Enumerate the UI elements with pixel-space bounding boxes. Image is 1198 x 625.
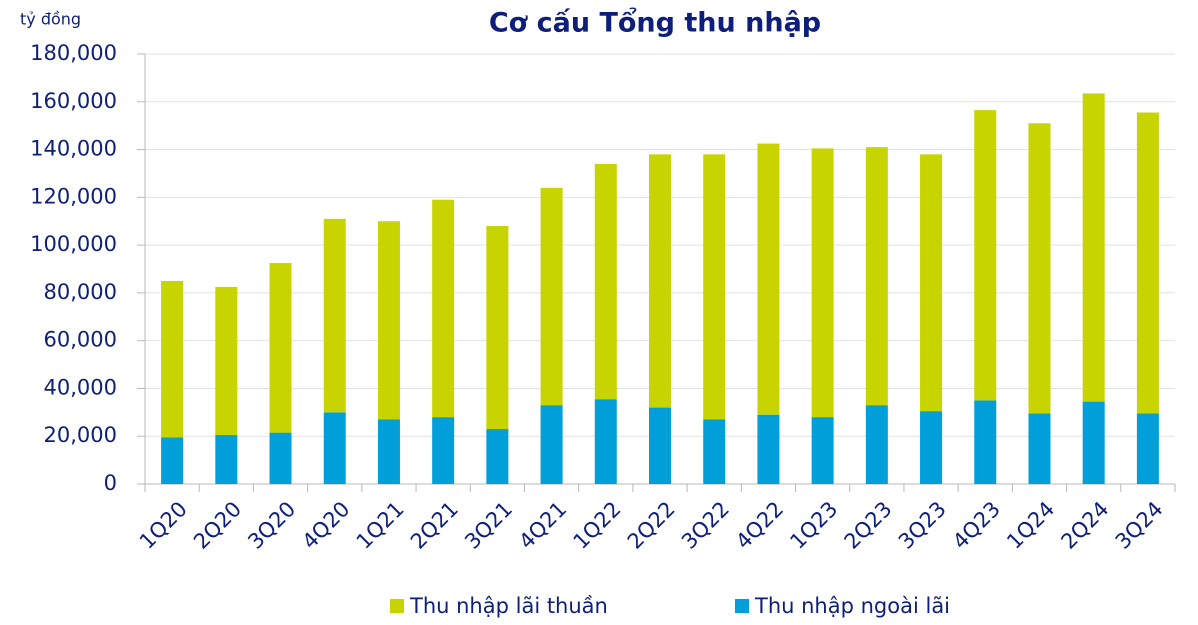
bar-segment xyxy=(1028,413,1051,484)
bar-segment xyxy=(811,148,834,418)
bar-segment xyxy=(161,437,184,484)
bar-segment xyxy=(486,429,509,484)
bar-segment xyxy=(1028,123,1051,414)
bar-segment xyxy=(703,419,726,484)
bar-segment xyxy=(757,414,780,484)
x-tick-label: 2Q22 xyxy=(623,497,680,554)
x-tick-label: 1Q24 xyxy=(1002,497,1059,554)
bar-segment xyxy=(920,411,943,484)
x-tick-label: 3Q20 xyxy=(243,497,300,554)
bar-segment xyxy=(1082,93,1105,402)
bar-segment xyxy=(920,154,943,412)
bar-segment xyxy=(215,286,238,436)
bar-segment xyxy=(1136,413,1159,484)
x-tick-label: 4Q23 xyxy=(948,497,1005,554)
chart-title: Cơ cấu Tổng thu nhập xyxy=(489,6,821,39)
bar-segment xyxy=(974,110,997,401)
x-tick-label: 3Q24 xyxy=(1111,497,1168,554)
x-tick-label: 1Q20 xyxy=(135,497,192,554)
y-tick-label: 80,000 xyxy=(44,280,117,304)
bar-segment xyxy=(1082,401,1105,484)
bar-segment xyxy=(486,226,509,430)
y-tick-label: 120,000 xyxy=(30,184,117,208)
bar-segment xyxy=(269,263,292,433)
x-tick-label: 2Q23 xyxy=(840,497,897,554)
legend-label: Thu nhập lãi thuần xyxy=(409,594,608,618)
bar-segment xyxy=(1136,112,1159,414)
bar-segment xyxy=(649,154,671,408)
y-tick-label: 140,000 xyxy=(30,137,117,161)
y-tick-label: 180,000 xyxy=(30,41,117,65)
legend-label: Thu nhập ngoài lãi xyxy=(754,594,950,618)
y-tick-label: 60,000 xyxy=(44,328,117,352)
x-tick-label: 4Q20 xyxy=(298,497,355,554)
bar-segment xyxy=(215,435,238,484)
x-tick-label: 4Q22 xyxy=(731,497,788,554)
x-tick-label: 1Q23 xyxy=(785,497,842,554)
bar-segment xyxy=(865,147,888,406)
bar-segment xyxy=(377,419,400,484)
bar-segment xyxy=(540,187,563,406)
y-tick-label: 40,000 xyxy=(44,375,117,399)
bar-segment xyxy=(811,417,834,484)
bar-segment xyxy=(323,218,346,413)
bar-segment xyxy=(865,405,888,484)
bar-segment xyxy=(269,432,292,484)
x-tick-label: 2Q20 xyxy=(189,497,246,554)
bar-segment xyxy=(594,399,617,484)
bar-segment xyxy=(757,143,780,415)
x-tick-label: 1Q22 xyxy=(569,497,626,554)
bar-segment xyxy=(323,412,346,484)
y-tick-label: 0 xyxy=(104,471,117,495)
bar-segment xyxy=(161,280,184,438)
x-tick-label: 1Q21 xyxy=(352,497,409,554)
x-tick-label: 4Q21 xyxy=(514,497,571,554)
bar-segment xyxy=(540,405,563,484)
legend-swatch xyxy=(735,599,749,613)
x-tick-label: 2Q21 xyxy=(406,497,463,554)
bar-segment xyxy=(432,417,455,484)
bar-segment xyxy=(594,163,617,400)
bar-segment xyxy=(432,199,455,418)
bar-segment xyxy=(703,154,726,420)
y-tick-label: 100,000 xyxy=(30,232,117,256)
legend-swatch xyxy=(390,599,404,613)
y-tick-label: 20,000 xyxy=(44,423,117,447)
x-tick-label: 3Q21 xyxy=(460,497,517,554)
x-tick-label: 2Q24 xyxy=(1056,497,1113,554)
x-tick-label: 3Q23 xyxy=(894,497,951,554)
bar-segment xyxy=(974,400,997,484)
y-axis-label: tỷ đồng xyxy=(20,10,81,29)
bar-segment xyxy=(377,221,400,420)
bar-segment xyxy=(649,407,671,484)
x-tick-label: 3Q22 xyxy=(677,497,734,554)
y-tick-label: 160,000 xyxy=(30,89,117,113)
